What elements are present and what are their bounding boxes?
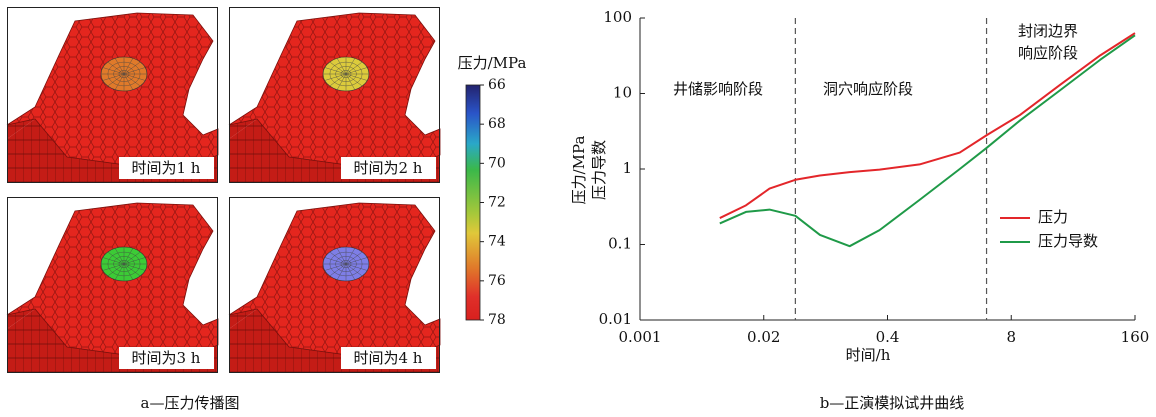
annotation: 井储影响阶段 xyxy=(673,80,763,98)
annotation: 洞穴响应阶段 xyxy=(823,80,913,98)
panel-label: 时间为2 h xyxy=(354,159,423,177)
annotation: 响应阶段 xyxy=(1018,44,1078,62)
y-tick-label: 0.01 xyxy=(599,310,632,328)
annotation: 封闭边界 xyxy=(1018,22,1078,40)
x-tick-label: 0.02 xyxy=(747,328,780,346)
y-tick-label: 1 xyxy=(622,159,632,177)
caption-a: a—压力传播图 xyxy=(141,394,240,412)
caption-b: b—正演模拟试井曲线 xyxy=(820,394,965,412)
x-tick-label: 8 xyxy=(1006,328,1016,346)
panel-label: 时间为4 h xyxy=(354,349,423,367)
mesh-panel: 时间为1 h xyxy=(7,7,218,183)
y-tick-label: 10 xyxy=(613,84,632,102)
y-axis-label: 压力/MPa xyxy=(570,136,588,205)
mesh-panel: 时间为2 h xyxy=(229,7,440,183)
colorbar-label: 压力/MPa xyxy=(458,54,527,72)
colorbar-tick-label: 68 xyxy=(488,116,506,132)
colorbar-tick-label: 74 xyxy=(488,234,506,250)
panel-label: 时间为1 h xyxy=(132,159,201,177)
y-tick-label: 100 xyxy=(603,8,632,26)
series-line xyxy=(720,35,1135,246)
figure: a—压力传播图 b—正演模拟试井曲线 压力/MPa 时间/h 压力/MPa 压力… xyxy=(0,0,1156,417)
legend-label: 压力 xyxy=(1038,208,1068,226)
x-tick-label: 0.4 xyxy=(876,328,900,346)
y-axis-label: 压力导数 xyxy=(590,140,608,200)
x-tick-label: 160 xyxy=(1121,328,1150,346)
legend-label: 压力导数 xyxy=(1038,232,1098,250)
colorbar-tick-label: 66 xyxy=(488,77,506,93)
colorbar-tick-label: 72 xyxy=(488,195,506,211)
colorbar-tick-label: 76 xyxy=(488,273,506,289)
colorbar-tick-label: 78 xyxy=(488,312,506,328)
colorbar xyxy=(466,85,480,320)
colorbar-tick-label: 70 xyxy=(488,155,506,171)
x-axis-label: 时间/h xyxy=(846,346,891,364)
mesh-panel: 时间为4 h xyxy=(229,197,440,373)
mesh-panel: 时间为3 h xyxy=(7,197,218,373)
y-tick-label: 0.1 xyxy=(608,235,632,253)
x-tick-label: 0.001 xyxy=(619,328,662,346)
panel-label: 时间为3 h xyxy=(132,349,201,367)
